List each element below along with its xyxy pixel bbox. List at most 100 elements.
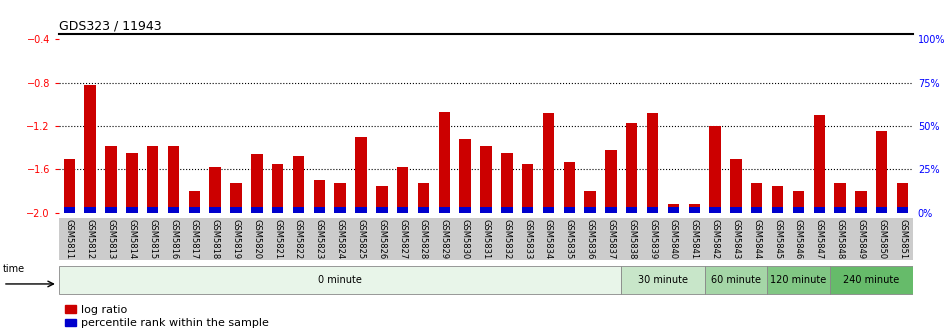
Bar bbox=[793, 207, 805, 213]
Text: GSM5815: GSM5815 bbox=[148, 219, 157, 259]
Bar bbox=[834, 207, 845, 213]
Bar bbox=[897, 207, 908, 213]
Bar bbox=[230, 182, 242, 213]
Text: GSM5839: GSM5839 bbox=[648, 219, 657, 259]
Bar bbox=[689, 207, 700, 213]
Bar bbox=[751, 182, 763, 213]
Bar bbox=[605, 207, 616, 213]
Bar bbox=[876, 207, 887, 213]
Bar bbox=[314, 207, 325, 213]
Text: GSM5819: GSM5819 bbox=[231, 219, 241, 259]
Bar bbox=[59, 265, 621, 294]
Text: 60 minute: 60 minute bbox=[711, 275, 761, 285]
Bar bbox=[564, 162, 575, 213]
Bar bbox=[251, 154, 262, 213]
Text: GSM5827: GSM5827 bbox=[398, 219, 407, 259]
Text: GSM5817: GSM5817 bbox=[190, 219, 199, 259]
Bar bbox=[376, 207, 388, 213]
Text: GSM5848: GSM5848 bbox=[836, 219, 844, 259]
Legend: log ratio, percentile rank within the sample: log ratio, percentile rank within the sa… bbox=[65, 305, 269, 328]
Bar bbox=[584, 191, 596, 213]
Text: GSM5850: GSM5850 bbox=[877, 219, 886, 259]
Bar bbox=[106, 145, 117, 213]
Text: GSM5814: GSM5814 bbox=[127, 219, 136, 259]
Bar bbox=[272, 207, 283, 213]
Bar bbox=[272, 164, 283, 213]
Bar bbox=[522, 207, 534, 213]
Text: GSM5812: GSM5812 bbox=[86, 219, 95, 259]
Bar bbox=[167, 207, 179, 213]
Bar bbox=[64, 207, 75, 213]
Bar bbox=[730, 159, 742, 213]
Text: GSM5813: GSM5813 bbox=[107, 219, 115, 259]
Bar bbox=[438, 112, 450, 213]
Bar bbox=[813, 115, 825, 213]
Bar bbox=[730, 207, 742, 213]
Text: GSM5821: GSM5821 bbox=[273, 219, 282, 259]
Bar bbox=[480, 207, 492, 213]
Bar bbox=[335, 182, 346, 213]
Bar bbox=[126, 153, 138, 213]
Bar bbox=[417, 207, 429, 213]
Bar bbox=[668, 204, 679, 213]
Bar bbox=[417, 182, 429, 213]
Text: GSM5851: GSM5851 bbox=[898, 219, 907, 259]
Bar bbox=[813, 207, 825, 213]
Bar bbox=[188, 207, 200, 213]
Text: GSM5846: GSM5846 bbox=[794, 219, 803, 259]
Bar bbox=[335, 207, 346, 213]
Bar bbox=[251, 207, 262, 213]
Text: time: time bbox=[3, 264, 25, 275]
Bar bbox=[397, 207, 408, 213]
Text: GSM5826: GSM5826 bbox=[378, 219, 386, 259]
Bar bbox=[647, 113, 658, 213]
Text: 240 minute: 240 minute bbox=[844, 275, 900, 285]
Text: 120 minute: 120 minute bbox=[770, 275, 826, 285]
Text: GSM5842: GSM5842 bbox=[710, 219, 720, 259]
Bar bbox=[126, 207, 138, 213]
Bar bbox=[64, 159, 75, 213]
Text: GSM5833: GSM5833 bbox=[523, 219, 533, 260]
Bar bbox=[647, 207, 658, 213]
Text: 0 minute: 0 minute bbox=[319, 275, 362, 285]
Bar bbox=[230, 207, 242, 213]
Bar bbox=[293, 207, 304, 213]
Bar bbox=[543, 113, 554, 213]
Bar bbox=[167, 145, 179, 213]
Bar bbox=[772, 186, 784, 213]
Text: GSM5828: GSM5828 bbox=[419, 219, 428, 259]
Bar bbox=[85, 207, 96, 213]
Bar bbox=[85, 85, 96, 213]
Bar bbox=[209, 167, 221, 213]
Text: GSM5835: GSM5835 bbox=[565, 219, 573, 259]
Bar bbox=[605, 150, 616, 213]
Bar bbox=[793, 191, 805, 213]
Bar bbox=[626, 123, 637, 213]
Text: GSM5838: GSM5838 bbox=[628, 219, 636, 260]
Text: GSM5830: GSM5830 bbox=[460, 219, 470, 259]
Bar bbox=[147, 207, 159, 213]
Text: GSM5825: GSM5825 bbox=[357, 219, 365, 259]
Bar bbox=[356, 137, 367, 213]
Bar bbox=[459, 139, 471, 213]
Bar bbox=[147, 145, 159, 213]
Bar bbox=[543, 207, 554, 213]
Bar bbox=[767, 265, 829, 294]
Bar bbox=[855, 191, 866, 213]
Text: GSM5820: GSM5820 bbox=[252, 219, 262, 259]
Text: GSM5823: GSM5823 bbox=[315, 219, 324, 259]
Bar bbox=[897, 182, 908, 213]
Text: 30 minute: 30 minute bbox=[638, 275, 688, 285]
Text: GSM5844: GSM5844 bbox=[752, 219, 761, 259]
Bar bbox=[209, 207, 221, 213]
Bar bbox=[188, 191, 200, 213]
Text: GSM5841: GSM5841 bbox=[689, 219, 699, 259]
Text: GSM5824: GSM5824 bbox=[336, 219, 344, 259]
Bar bbox=[772, 207, 784, 213]
Text: GSM5843: GSM5843 bbox=[731, 219, 741, 259]
Text: GSM5822: GSM5822 bbox=[294, 219, 303, 259]
Bar bbox=[480, 145, 492, 213]
Bar bbox=[626, 207, 637, 213]
Bar bbox=[106, 207, 117, 213]
Text: GDS323 / 11943: GDS323 / 11943 bbox=[59, 19, 162, 33]
